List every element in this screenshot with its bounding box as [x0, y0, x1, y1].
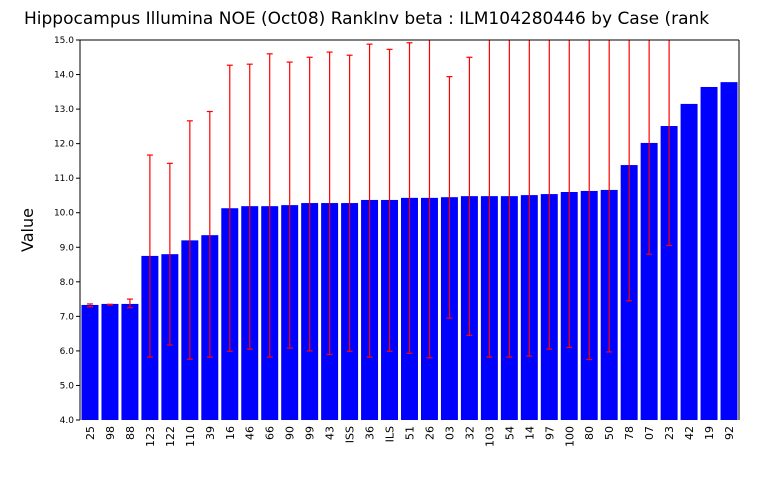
x-tick-label: 66 — [264, 426, 277, 440]
x-tick-label: 97 — [543, 426, 556, 440]
y-tick-label: 14.0 — [54, 71, 74, 81]
x-tick-label: 99 — [304, 426, 317, 440]
x-tick-label: 103 — [483, 426, 496, 447]
y-tick-label: 5.0 — [60, 381, 75, 391]
x-tick-label: 23 — [663, 426, 676, 440]
x-tick-label: 03 — [443, 426, 456, 440]
x-tick-label: 19 — [703, 426, 716, 440]
bar — [700, 86, 718, 421]
y-tick-label: 7.0 — [60, 312, 75, 322]
bar — [680, 103, 698, 420]
x-tick-label: 46 — [244, 426, 257, 440]
bar — [121, 303, 139, 420]
x-tick-label: 78 — [623, 426, 636, 440]
y-tick-label: 9.0 — [60, 243, 75, 253]
x-tick-label: 100 — [563, 426, 576, 447]
x-tick-label: 26 — [423, 426, 436, 440]
bar — [720, 82, 738, 421]
x-tick-label: 36 — [364, 426, 377, 440]
chart-title: Hippocampus Illumina NOE (Oct08) RankInv… — [24, 9, 710, 29]
x-tick-label: 110 — [184, 426, 197, 447]
x-tick-label: 92 — [723, 426, 736, 440]
x-tick-label: 51 — [404, 426, 417, 440]
x-tick-label: 07 — [643, 426, 656, 440]
y-axis-label: Value — [18, 208, 37, 252]
x-tick-label: 42 — [683, 426, 696, 440]
y-tick-label: 15.0 — [54, 36, 74, 46]
x-tick-label: 122 — [164, 426, 177, 447]
x-tick-label: 16 — [224, 426, 237, 440]
bar — [660, 126, 678, 420]
bar — [101, 303, 119, 420]
x-tick-label: 54 — [503, 426, 516, 440]
y-tick-label: 8.0 — [60, 278, 75, 288]
y-tick-label: 11.0 — [54, 174, 74, 184]
y-tick-label: 4.0 — [60, 416, 75, 426]
y-tick-label: 12.0 — [54, 140, 74, 150]
x-tick-label: 14 — [523, 426, 536, 440]
x-tick-label: 123 — [144, 426, 157, 447]
x-tick-label: 32 — [463, 426, 476, 440]
x-tick-label: ILS — [384, 426, 397, 442]
x-tick-label: 50 — [603, 426, 616, 440]
x-tick-label: 98 — [104, 426, 117, 440]
x-tick-label: 80 — [583, 426, 596, 440]
y-tick-label: 6.0 — [60, 347, 75, 357]
x-tick-label: 90 — [284, 426, 297, 440]
x-tick-label: 88 — [124, 426, 137, 440]
bar — [81, 304, 99, 420]
x-tick-label: 43 — [324, 426, 337, 440]
y-tick-label: 13.0 — [54, 105, 74, 115]
bar — [640, 142, 658, 421]
x-tick-label: ISS — [344, 426, 357, 443]
x-tick-label: 25 — [84, 426, 97, 440]
x-tick-label: 39 — [204, 426, 217, 440]
y-tick-label: 10.0 — [54, 209, 74, 219]
